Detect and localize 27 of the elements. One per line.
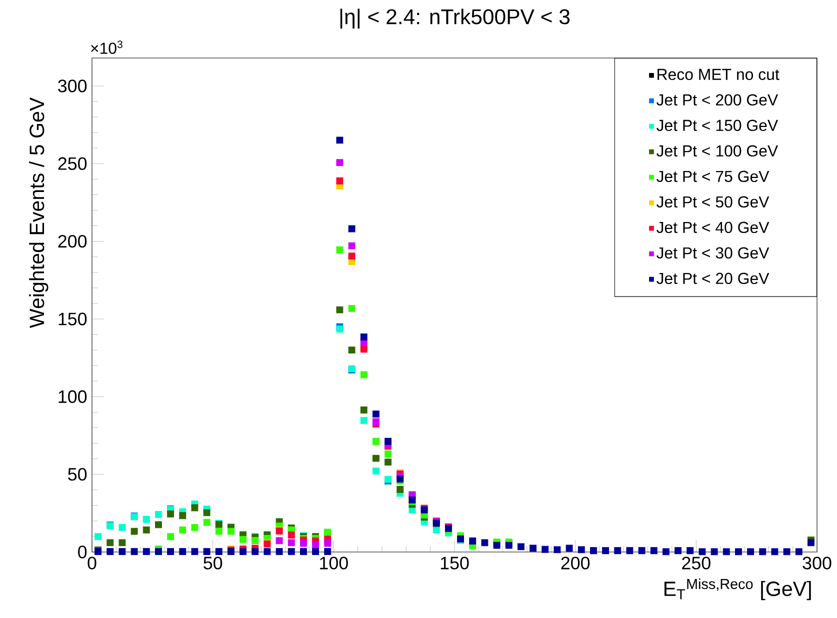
y-tick-label: 50 [68,468,87,481]
y-axis-title: Weighted Events / 5 GeV [29,97,48,328]
legend-label: Jet Pt < 100 GeV [656,145,778,157]
y-tick-label: 200 [58,234,87,248]
y-tick-label: 300 [58,80,87,92]
y-tick-label: 100 [58,390,87,403]
x-tick-label: 0 [88,556,96,570]
legend-label: Jet Pt < 30 GeV [656,247,770,259]
legend-label: Reco MET no cut [658,68,780,80]
y-tick-label: 0 [78,546,87,558]
x-tick-label: 150 [440,556,469,570]
x-axis-title: E$_{T}$$^{Miss,Reco}$ [GeV] [664,578,811,600]
legend-label: Jet Pt < 50 GeV [656,196,770,208]
legend-label: Jet Pt < 40 GeV [656,222,770,234]
x-tick-label: 50 [204,556,222,570]
y-tick-label: 150 [58,312,87,326]
x-tick-label: 300 [802,556,832,570]
x-tick-label: 200 [561,556,590,570]
y-tick-label: 250 [58,157,87,170]
legend-label: Jet Pt < 20 GeV [656,272,770,284]
legend-label: Jet Pt < 200 GeV [656,94,778,106]
legend-label: Jet Pt < 75 GeV [656,170,770,182]
x-tick-label: 100 [320,556,348,570]
text: ×10$^{3}$ [91,40,122,54]
chart-title: |η| < 2.4: nTrk500PV < 3 [340,8,570,29]
x-tick-label: 250 [682,556,710,570]
legend-label: Jet Pt < 150 GeV [656,120,778,132]
